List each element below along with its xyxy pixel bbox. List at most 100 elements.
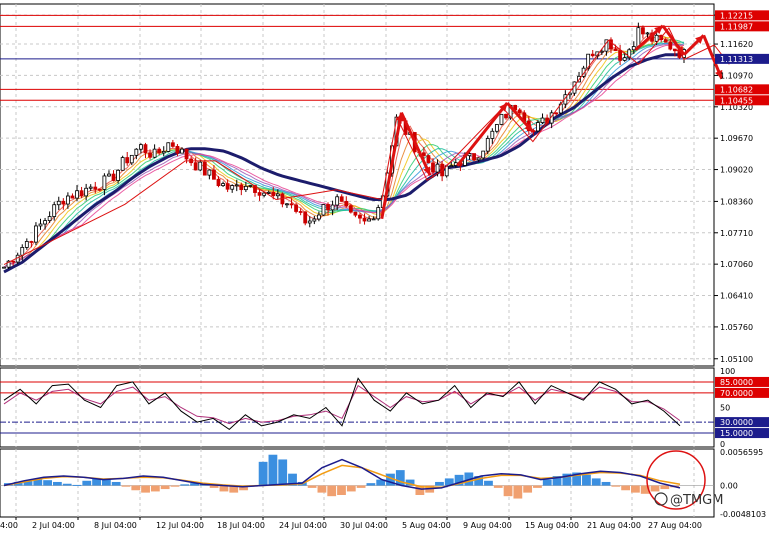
macd-histogram-bar bbox=[542, 479, 552, 486]
macd-histogram-bar bbox=[278, 459, 288, 486]
candle-body bbox=[431, 162, 435, 173]
candle-body bbox=[285, 203, 289, 206]
macd-histogram-bar bbox=[23, 480, 33, 486]
level-tag-label: 1.10682 bbox=[720, 85, 753, 94]
level-tag-label: 1.11987 bbox=[720, 22, 753, 31]
candle-body bbox=[79, 190, 84, 197]
candle-body bbox=[321, 204, 326, 216]
macd-histogram-bar bbox=[533, 485, 542, 488]
macd-histogram-bar bbox=[52, 481, 62, 486]
stoch-level-label: 15.0000 bbox=[720, 429, 753, 438]
candle-body bbox=[157, 148, 162, 154]
price-tick-label: 1.07060 bbox=[720, 260, 753, 269]
trend-arrow-head bbox=[524, 123, 533, 132]
candle-body bbox=[618, 50, 623, 61]
candle-body bbox=[212, 169, 216, 180]
macd-histogram-bar bbox=[395, 470, 405, 486]
candle-body bbox=[358, 214, 362, 219]
candle-body bbox=[554, 112, 559, 115]
candle-body bbox=[198, 161, 203, 171]
macd-main-line bbox=[3, 458, 681, 490]
candle-body bbox=[84, 187, 89, 197]
candle-body bbox=[70, 195, 75, 199]
macd-histogram-bar bbox=[33, 479, 43, 486]
candle-body bbox=[139, 144, 143, 150]
candle-body bbox=[97, 188, 102, 191]
level-tag bbox=[715, 10, 769, 21]
macd-histogram-bar bbox=[150, 485, 160, 492]
candle-body bbox=[216, 178, 221, 187]
level-tag-label: 1.12215 bbox=[720, 11, 753, 20]
candle-body bbox=[248, 185, 253, 187]
candle-body bbox=[362, 217, 367, 222]
level-tag bbox=[715, 95, 769, 106]
macd-histogram-bar bbox=[503, 485, 513, 497]
candle-body bbox=[184, 148, 189, 160]
candle-body bbox=[668, 41, 673, 50]
x-tick-label: 15 Aug 04:00 bbox=[525, 521, 579, 530]
candle-body bbox=[631, 46, 636, 51]
candle-body bbox=[663, 39, 668, 43]
candle-body bbox=[339, 196, 344, 202]
candle-body bbox=[294, 204, 298, 212]
macd-histogram-bar bbox=[101, 479, 111, 486]
axis-layer: 1.122201.116201.109701.103201.096701.090… bbox=[0, 10, 769, 530]
level-tag bbox=[715, 21, 769, 32]
candle-body bbox=[166, 142, 171, 152]
grid-layer bbox=[0, 3, 715, 518]
macd-histogram-bar bbox=[552, 476, 562, 486]
macd-histogram-bar bbox=[582, 474, 591, 486]
macd-histogram-bar bbox=[405, 479, 415, 486]
candle-body bbox=[609, 39, 613, 50]
candle-body bbox=[111, 173, 116, 181]
macd-histogram-bar bbox=[611, 485, 621, 487]
candle-body bbox=[239, 184, 244, 191]
candle-body bbox=[335, 196, 340, 206]
candle-body bbox=[449, 165, 454, 167]
candle-body bbox=[143, 144, 148, 154]
macd-histogram-bar bbox=[650, 485, 660, 492]
main-panel-frame bbox=[0, 3, 715, 367]
candle-body bbox=[61, 200, 66, 205]
main-panel bbox=[0, 14, 730, 274]
macd-histogram-bar bbox=[72, 484, 82, 486]
level-tag bbox=[715, 84, 769, 95]
ma-band-line bbox=[3, 43, 684, 268]
macd-histogram-bar bbox=[621, 485, 631, 491]
candle-body bbox=[56, 200, 61, 206]
stoch-tick-label: 50 bbox=[720, 404, 730, 413]
stoch-level-tag bbox=[715, 428, 769, 439]
candle-body bbox=[175, 145, 180, 154]
candle-body bbox=[348, 205, 353, 213]
x-tick-label: 12 Jul 04:00 bbox=[156, 521, 204, 530]
x-tick-label: 27 Aug 04:00 bbox=[648, 521, 702, 530]
x-tick-label: 9 Aug 04:00 bbox=[463, 521, 512, 530]
macd-histogram-bar bbox=[327, 485, 337, 497]
macd-histogram-bar bbox=[454, 474, 464, 486]
trend-arrow-head bbox=[499, 102, 508, 112]
candle-body bbox=[636, 27, 641, 47]
watermark: @TMGM bbox=[654, 492, 723, 508]
candle-body bbox=[230, 185, 235, 190]
candle-body bbox=[312, 218, 317, 222]
x-tick-label: 21 Aug 04:00 bbox=[587, 521, 641, 530]
macd-tick-label: 0.00 bbox=[720, 482, 738, 491]
candle-body bbox=[234, 184, 239, 187]
watermark-logo-icon bbox=[654, 492, 668, 506]
price-tick-label: 1.08360 bbox=[720, 197, 753, 206]
highlight-circle bbox=[646, 450, 706, 510]
candle-body bbox=[161, 150, 166, 154]
stoch-level-label: 70.0000 bbox=[720, 389, 753, 398]
candle-body bbox=[426, 155, 431, 164]
candle-body bbox=[654, 34, 659, 42]
level-tag bbox=[715, 53, 769, 64]
candle-body bbox=[307, 220, 312, 224]
candle-body bbox=[24, 241, 29, 248]
macd-histogram-bar bbox=[631, 485, 640, 493]
macd-histogram-bar bbox=[82, 480, 92, 486]
candle-body bbox=[289, 203, 294, 206]
price-tick-label: 1.11620 bbox=[720, 40, 753, 49]
candle-body bbox=[271, 191, 276, 197]
macd-histogram-bar bbox=[111, 481, 121, 486]
